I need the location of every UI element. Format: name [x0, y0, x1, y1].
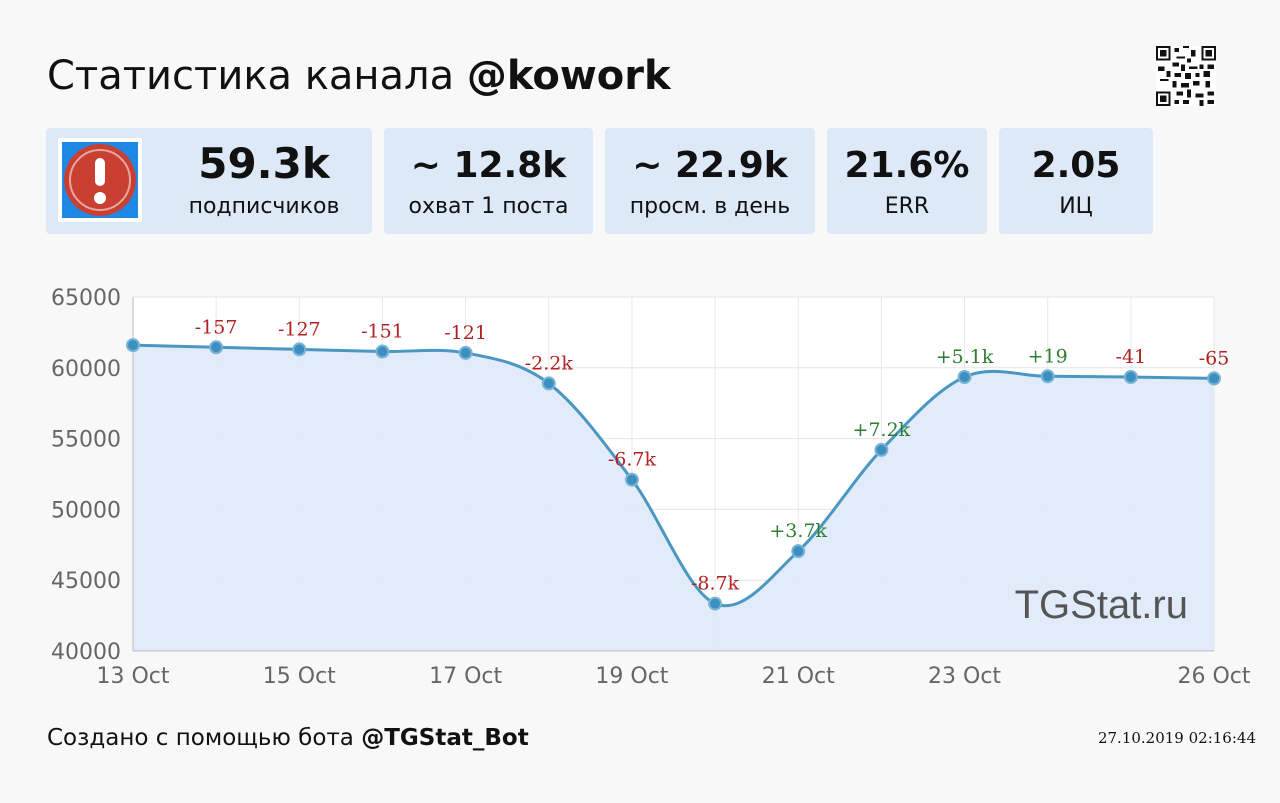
reach-label: охват 1 поста	[408, 194, 569, 219]
data-point	[375, 344, 390, 359]
x-axis: 13 Oct 15 Oct 17 Oct 19 Oct 21 Oct 23 Oct 26 O…	[96, 650, 1251, 689]
x-tick-label: 15 Oct	[263, 664, 336, 689]
channel-name: @kowork	[466, 53, 671, 99]
x-tick-label: 21 Oct	[762, 664, 835, 689]
y-tick-label: 60000	[51, 357, 121, 382]
chart-watermark: TGStat.ru	[1015, 583, 1188, 627]
ci-card: 2.05 ИЦ	[999, 128, 1153, 234]
chart-area	[133, 345, 1214, 651]
subscribers-chart: 40000 45000 50000 55000 60000 65000 13 Oct 15 …	[51, 286, 1251, 689]
qr-code-icon	[1156, 46, 1216, 106]
data-point	[1123, 370, 1138, 385]
reach-card: ~ 12.8k охват 1 поста	[384, 128, 593, 234]
x-tick-label: 26 Oct	[1177, 664, 1250, 689]
data-label: -151	[361, 321, 404, 343]
reach-value: ~ 12.8k	[410, 145, 567, 186]
data-point	[874, 442, 889, 457]
data-point	[791, 544, 806, 559]
footer-timestamp: 27.10.2019 02:16:44	[1097, 729, 1256, 747]
views-per-day-value: ~ 22.9k	[632, 145, 788, 186]
title-prefix: Статистика канала	[47, 53, 467, 99]
data-label: -6.7k	[608, 449, 657, 471]
chart-points	[126, 338, 1221, 611]
data-point	[209, 340, 224, 355]
footer-bot-link[interactable]: @TGStat_Bot	[361, 725, 529, 751]
data-point	[624, 472, 639, 487]
data-label: -65	[1199, 347, 1230, 369]
y-axis: 40000 45000 50000 55000 60000 65000	[51, 286, 134, 665]
ci-label: ИЦ	[1059, 194, 1093, 219]
views-per-day-card: ~ 22.9k просм. в день	[605, 128, 815, 234]
data-label: -2.2k	[525, 352, 574, 374]
err-label: ERR	[884, 194, 930, 219]
subscribers-value: 59.3k	[198, 139, 330, 188]
data-label: -8.7k	[691, 573, 740, 595]
data-point	[957, 370, 972, 385]
data-label: +19	[1028, 345, 1068, 367]
x-tick-label: 13 Oct	[96, 664, 169, 689]
data-label: -127	[278, 318, 321, 340]
chart-data-labels: -157 -127 -151 -121 -2.2k -6.7k -8.7k +3.7k +7.2…	[195, 316, 1229, 594]
ci-value: 2.05	[1031, 145, 1121, 186]
data-point	[541, 376, 556, 391]
y-tick-label: 65000	[51, 286, 121, 311]
y-tick-label: 45000	[51, 569, 121, 594]
y-tick-label: 50000	[51, 498, 121, 523]
err-card: 21.6% ERR	[827, 128, 987, 234]
x-tick-label: 17 Oct	[429, 664, 502, 689]
data-label: +3.7k	[769, 520, 827, 542]
data-label: -41	[1116, 346, 1147, 368]
y-tick-label: 55000	[51, 428, 121, 453]
footer-credit-prefix: Создано с помощью бота	[47, 725, 362, 751]
subscribers-label: подписчиков	[188, 194, 340, 219]
data-label: +5.1k	[936, 346, 994, 368]
data-point	[1040, 369, 1055, 384]
data-label: +7.2k	[853, 419, 911, 441]
data-point	[1207, 371, 1221, 386]
data-label: -157	[195, 316, 238, 338]
data-point	[458, 345, 473, 360]
views-per-day-label: просм. в день	[629, 194, 791, 219]
err-value: 21.6%	[844, 145, 970, 186]
data-point	[126, 338, 140, 353]
data-point	[708, 596, 723, 611]
y-tick-label: 40000	[51, 640, 121, 665]
x-tick-label: 19 Oct	[595, 664, 668, 689]
page-title: Статистика канала @kowork	[47, 50, 671, 102]
chart-line	[132, 343, 1215, 608]
data-label: -121	[444, 322, 487, 344]
x-tick-label: 23 Oct	[928, 664, 1001, 689]
data-point	[292, 342, 307, 357]
footer-credit: Создано с помощью бота @TGStat_Bot	[47, 722, 529, 754]
warning-exclamation-icon	[58, 138, 142, 222]
